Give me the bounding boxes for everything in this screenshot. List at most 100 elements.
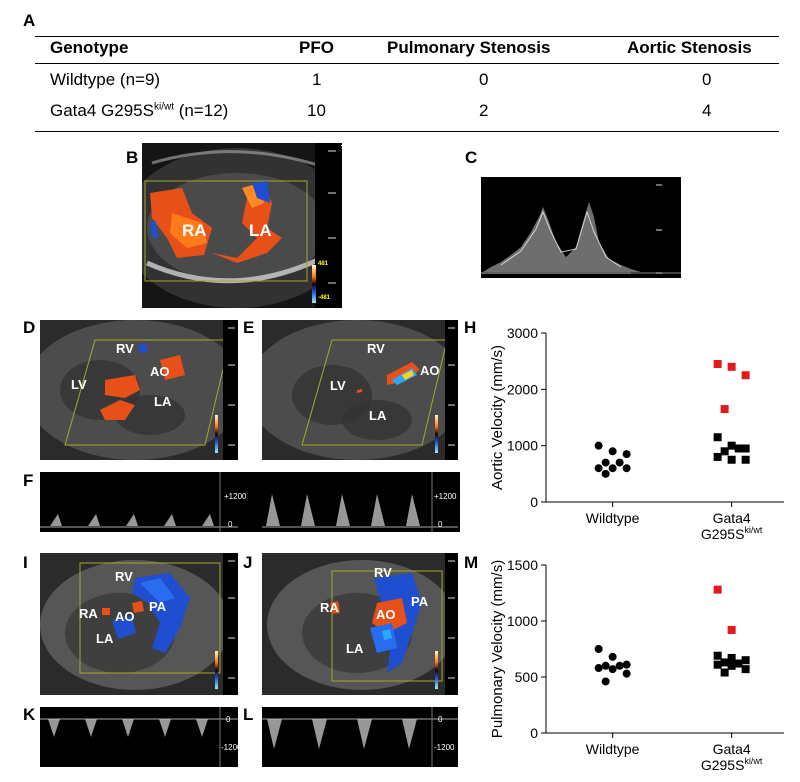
x-tick-label-line1: Gata4 — [713, 510, 751, 526]
x-tick-label: Wildtype — [586, 741, 640, 757]
doppler-panel-g: +1200 0 — [262, 472, 458, 532]
scale-l-0: 0 — [438, 715, 443, 724]
panel-letter-l: L — [243, 705, 254, 724]
data-point — [741, 444, 750, 453]
label-j-rv: RV — [374, 565, 392, 580]
data-point — [594, 464, 603, 473]
data-point — [727, 362, 736, 371]
label-d-lv: LV — [71, 377, 87, 392]
header-pfo: PFO — [299, 38, 334, 57]
label-i-la: LA — [96, 631, 114, 646]
y-tick-label: 1500 — [507, 557, 538, 573]
row-gata4-as: 4 — [702, 101, 712, 120]
table-header-rule — [35, 63, 779, 64]
data-point — [741, 371, 750, 380]
data-point — [622, 669, 631, 678]
scale-l-1200: -1200 — [434, 743, 455, 752]
data-point — [608, 665, 617, 674]
label-e-ao: AO — [420, 363, 440, 378]
scale-k-1200: -1200 — [221, 743, 238, 752]
panel-letter-i: I — [23, 553, 28, 572]
panel-letter-a: A — [23, 11, 36, 30]
scale-g-1200: +1200 — [434, 492, 457, 501]
row-gata4-genotype: Gata4 G295Ski/wt (n=12) — [50, 101, 228, 121]
label-b-ra: RA — [182, 221, 207, 240]
echo-panel-e: RV AO LV LA — [262, 320, 458, 460]
echo-image-b — [142, 143, 342, 308]
data-point — [734, 659, 743, 668]
data-point — [720, 658, 729, 667]
panel-letter-f: F — [23, 471, 34, 490]
scale-f-1200: +1200 — [224, 492, 247, 501]
data-point — [713, 433, 722, 442]
table-top-rule — [35, 36, 779, 37]
data-point — [608, 652, 617, 661]
x-tick-label-line1: Gata4 — [713, 741, 751, 757]
x-tick-label-line2: G295Ski/wt — [701, 756, 763, 773]
data-point — [713, 651, 722, 660]
row-wildtype-pfo: 1 — [312, 70, 322, 89]
doppler-panel-k: 0 -1200 — [40, 707, 238, 767]
label-i-rv: RV — [115, 569, 133, 584]
panel-letter-e: E — [243, 318, 255, 337]
label-i-pa: PA — [149, 599, 167, 614]
label-i-ao: AO — [115, 609, 135, 624]
data-point — [713, 585, 722, 594]
data-point — [622, 660, 631, 669]
echo-image-j — [262, 553, 458, 695]
doppler-panel-c — [481, 177, 681, 278]
label-i-ra: RA — [79, 606, 98, 621]
scale-b-minus: -481 — [318, 295, 331, 301]
data-point — [608, 447, 617, 456]
data-point — [608, 464, 617, 473]
row-gata4-name: Gata4 G295S — [50, 101, 154, 120]
table-bottom-rule — [35, 131, 779, 132]
y-tick-label: 0 — [530, 494, 538, 510]
y-tick-label: 1000 — [507, 438, 538, 454]
label-j-ra: RA — [320, 600, 339, 615]
scale-b-plus: 481 — [318, 261, 329, 267]
data-point — [594, 664, 603, 673]
label-j-la: LA — [346, 641, 364, 656]
doppler-image-f — [40, 472, 238, 532]
doppler-image-l — [262, 707, 458, 767]
echo-image-i — [40, 553, 238, 695]
data-point — [601, 661, 610, 670]
panel-letter-m: M — [464, 553, 479, 572]
x-tick-label-sup: ki/wt — [744, 525, 762, 535]
row-gata4-pfo: 10 — [307, 101, 326, 120]
label-d-la: LA — [154, 394, 172, 409]
y-tick-label: 1000 — [507, 613, 538, 629]
x-tick-label: Wildtype — [586, 510, 640, 526]
row-wildtype-as: 0 — [702, 70, 712, 89]
panel-letter-b: B — [126, 148, 139, 167]
data-point — [601, 469, 610, 478]
scale-f-0: 0 — [228, 520, 233, 529]
doppler-image-c — [481, 177, 681, 278]
doppler-image-g — [262, 472, 458, 532]
data-point — [720, 405, 729, 414]
data-point — [594, 645, 603, 653]
label-d-rv: RV — [116, 341, 134, 356]
label-j-ao: AO — [376, 607, 396, 622]
label-e-la: LA — [369, 408, 387, 423]
data-point — [615, 661, 624, 670]
echo-image-e — [262, 320, 458, 460]
data-point — [727, 625, 736, 634]
panel-letter-j: J — [243, 553, 253, 572]
y-tick-label: 500 — [515, 669, 539, 685]
data-point — [601, 458, 610, 467]
y-axis-label: Aortic Velocity (mm/s) — [489, 345, 506, 490]
echo-panel-j: RV RA AO PA LA — [262, 553, 458, 695]
data-point — [601, 677, 610, 686]
label-e-rv: RV — [367, 341, 385, 356]
data-point — [727, 661, 736, 670]
row-wildtype-ps: 0 — [479, 70, 489, 89]
scale-k-0: 0 — [226, 715, 231, 724]
panel-letter-k: K — [23, 705, 36, 724]
echo-panel-b: RA LA 481 -481 — [142, 143, 342, 308]
data-point — [594, 441, 603, 450]
data-point — [741, 665, 750, 674]
